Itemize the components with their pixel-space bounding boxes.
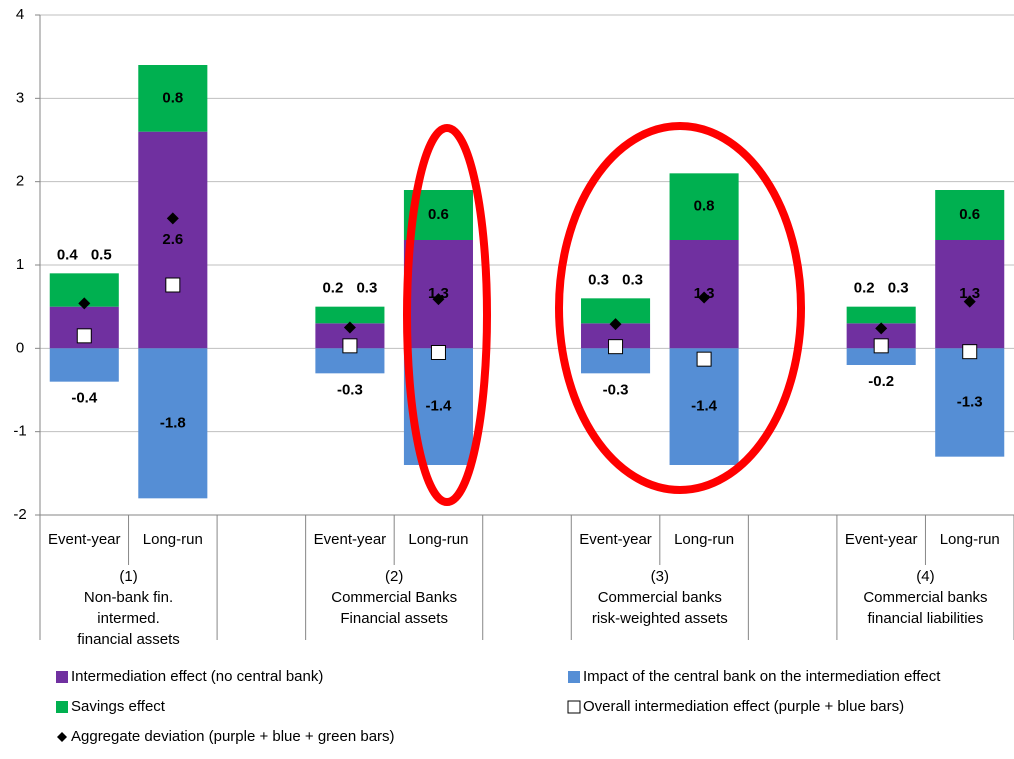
bar — [138, 131, 208, 349]
bar — [935, 348, 1005, 457]
legend-swatch — [567, 700, 581, 714]
value-label: 0.5 — [91, 246, 112, 263]
value-label: 1.3 — [959, 285, 980, 302]
marker — [342, 338, 358, 354]
bar — [846, 348, 916, 365]
legend-swatch — [57, 732, 67, 742]
x-tick-label: Event-year — [314, 531, 387, 548]
y-tick-label: 0 — [16, 339, 24, 356]
value-label: 0.8 — [694, 198, 715, 215]
marker — [608, 339, 624, 355]
marker — [166, 212, 179, 225]
group-label: Commercial Banks — [331, 589, 457, 606]
marker — [609, 318, 622, 331]
value-label: 0.8 — [162, 89, 183, 106]
value-label: -1.3 — [957, 393, 983, 410]
bar — [138, 348, 208, 499]
bar — [669, 348, 739, 465]
group-label: Commercial banks — [598, 589, 722, 606]
value-label: 0.4 — [57, 246, 79, 263]
marker — [432, 293, 445, 306]
marker — [698, 291, 711, 304]
x-tick-label: Event-year — [845, 531, 918, 548]
value-label: 0.3 — [888, 280, 909, 297]
marker — [343, 321, 356, 334]
bar — [935, 190, 1005, 240]
marker — [873, 338, 889, 354]
y-tick-label: 4 — [16, 6, 24, 23]
value-label: -0.3 — [337, 381, 363, 398]
bar — [846, 306, 916, 324]
marker — [165, 277, 181, 293]
marker — [963, 295, 976, 308]
value-label: 0.3 — [622, 271, 643, 288]
x-tick-label: Long-run — [408, 531, 468, 548]
legend-label: Aggregate deviation (purple + blue + gre… — [71, 728, 395, 745]
group-label: (1) — [119, 568, 137, 585]
group-label: (4) — [916, 568, 934, 585]
x-tick-label: Long-run — [940, 531, 1000, 548]
value-label: -0.3 — [603, 381, 629, 398]
marker — [78, 297, 91, 310]
value-label: -1.4 — [426, 398, 453, 415]
y-tick-label: -2 — [13, 506, 26, 523]
group-label: (2) — [385, 568, 403, 585]
value-label: 0.3 — [356, 280, 377, 297]
bar — [669, 173, 739, 240]
x-tick-label: Event-year — [579, 531, 652, 548]
group-label: financial assets — [77, 631, 180, 648]
legend-swatch — [56, 701, 68, 713]
value-label: 2.6 — [162, 231, 183, 248]
value-label: 0.2 — [322, 280, 343, 297]
marker — [962, 344, 978, 360]
x-tick-label: Event-year — [48, 531, 121, 548]
value-label: -0.2 — [868, 373, 894, 390]
x-tick-label: Long-run — [143, 531, 203, 548]
marker — [430, 345, 446, 360]
bar — [315, 306, 385, 324]
y-tick-label: 3 — [16, 89, 24, 106]
value-label: 0.3 — [588, 271, 609, 288]
value-label: -1.4 — [691, 398, 718, 415]
legend-label: Impact of the central bank on the interm… — [583, 668, 941, 685]
value-label: 0.6 — [959, 206, 980, 223]
marker — [875, 322, 888, 335]
y-tick-label: -1 — [13, 423, 26, 440]
group-label: financial liabilities — [868, 610, 984, 627]
group-label: Non-bank fin. — [84, 589, 173, 606]
bar — [49, 348, 119, 382]
value-label: 0.2 — [854, 280, 875, 297]
marker — [696, 351, 712, 367]
highlight-ellipse — [403, 124, 491, 506]
value-label: 0.6 — [428, 206, 449, 223]
legend-swatch — [56, 671, 68, 683]
y-tick-label: 2 — [16, 173, 24, 190]
group-label: (3) — [651, 568, 669, 585]
legend-label: Overall intermediation effect (purple + … — [583, 698, 904, 715]
legend-label: Intermediation effect (no central bank) — [71, 668, 323, 685]
legend-swatch — [568, 671, 580, 683]
bar — [935, 240, 1005, 349]
marker — [76, 328, 92, 344]
x-tick-label: Long-run — [674, 531, 734, 548]
group-label: Commercial banks — [863, 589, 987, 606]
bar — [138, 65, 208, 132]
group-label: risk-weighted assets — [592, 610, 728, 627]
group-label: intermed. — [97, 610, 160, 627]
legend-label: Savings effect — [71, 698, 166, 715]
highlight-ellipse — [555, 122, 805, 494]
group-label: Financial assets — [340, 610, 448, 627]
value-label: -1.8 — [160, 414, 186, 431]
y-tick-label: 1 — [16, 256, 24, 273]
value-label: -0.4 — [71, 390, 98, 407]
